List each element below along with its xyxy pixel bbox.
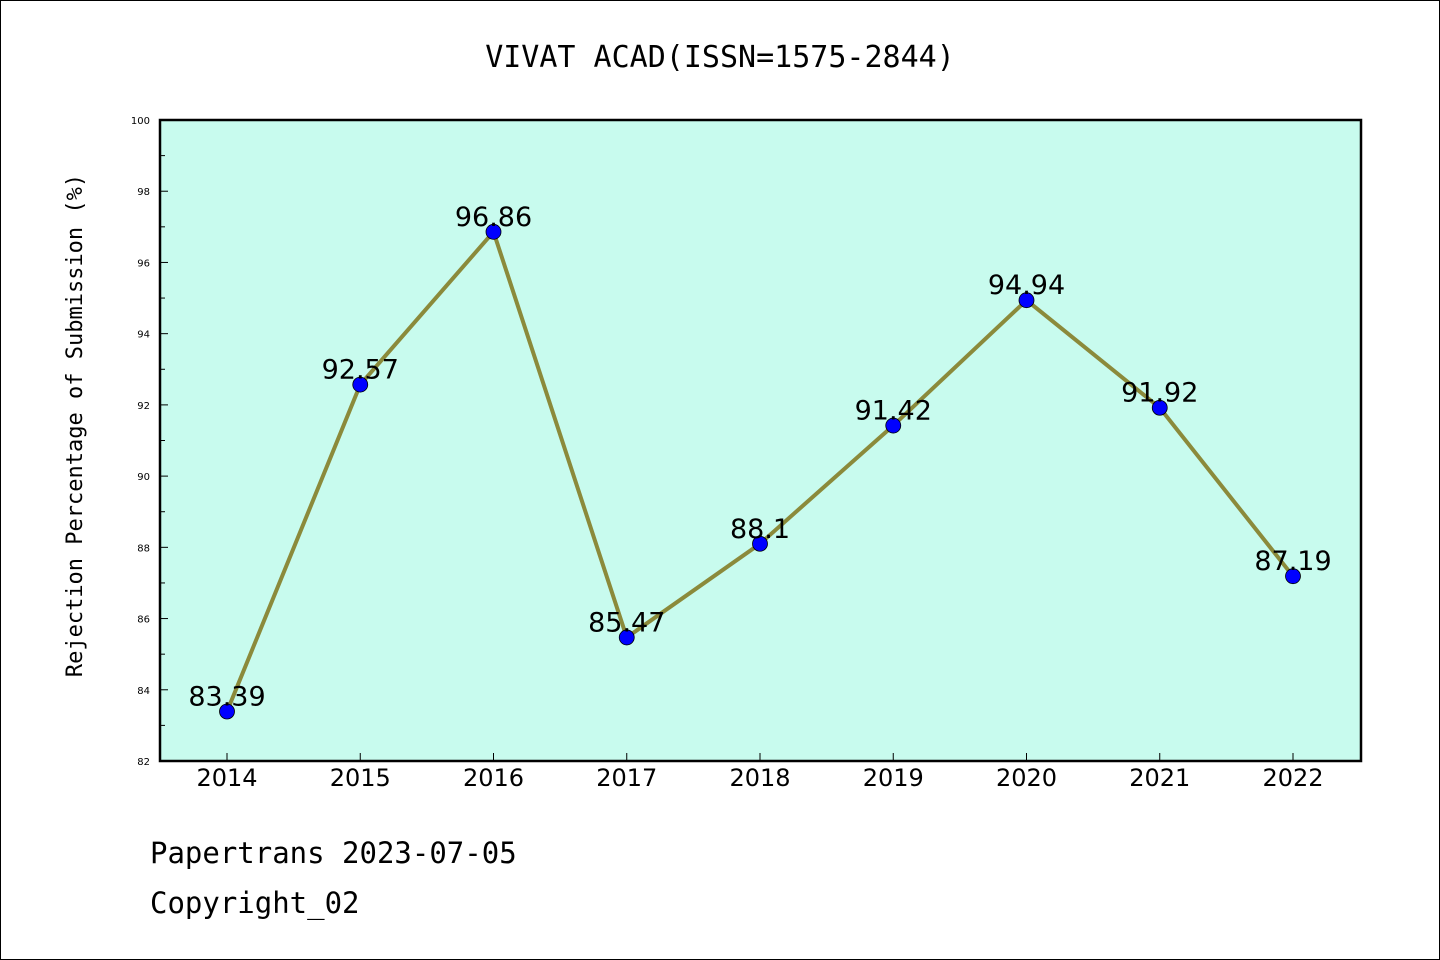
data-label: 91.92	[1121, 378, 1198, 409]
x-tick-label: 2021	[1129, 764, 1190, 792]
y-tick-label: 94	[137, 330, 150, 341]
x-tick-label: 2017	[596, 764, 657, 792]
y-axis: 82 84 86 88 90 92 94 96 98 100	[131, 116, 168, 768]
x-tick-label: 2014	[196, 764, 257, 792]
data-point	[885, 417, 902, 434]
data-label: 96.86	[455, 202, 532, 233]
data-label: 88.1	[730, 514, 790, 545]
data-point	[618, 629, 635, 646]
data-label: 91.42	[855, 396, 932, 427]
x-tick-label: 2020	[996, 764, 1057, 792]
x-tick-label: 2016	[463, 764, 524, 792]
data-label: 87.19	[1254, 546, 1331, 577]
data-point	[1285, 568, 1301, 585]
y-tick-label: 96	[137, 258, 150, 269]
data-point	[752, 535, 768, 552]
plot-area	[158, 118, 1363, 763]
y-tick-label: 88	[137, 543, 150, 554]
x-tick-label: 2022	[1262, 764, 1323, 792]
data-point	[219, 703, 235, 720]
data-point	[1018, 292, 1035, 309]
y-tick-label: 92	[137, 401, 150, 412]
y-tick-label: 90	[137, 472, 150, 483]
source-note: Papertrans 2023-07-05	[150, 836, 517, 870]
x-tick-label: 2015	[330, 764, 391, 792]
x-tick-label: 2018	[729, 764, 790, 792]
y-tick-label: 84	[137, 686, 150, 697]
data-label: 85.47	[588, 607, 665, 638]
x-tick-label: 2019	[863, 764, 924, 792]
data-label: 92.57	[322, 355, 399, 386]
series-layer: 83.39 92.57 96.86 85.47 88.1 91.42 94.94 91.92 8…	[188, 202, 1332, 720]
data-label: 83.39	[188, 682, 265, 713]
data-point	[485, 223, 502, 240]
chart-title: VIVAT ACAD(ISSN=1575-2844)	[485, 40, 955, 75]
x-axis: 2014 2015 2016 2017 2018 2019 2020 2021 2022	[196, 753, 1324, 792]
data-point	[1151, 399, 1168, 416]
y-tick-label: 100	[131, 116, 150, 127]
data-label: 94.94	[988, 270, 1065, 301]
data-point	[352, 376, 369, 393]
y-axis-label: Rejection Percentage of Submission (%)	[63, 174, 88, 677]
y-tick-label: 86	[137, 615, 150, 626]
y-tick-label: 98	[137, 187, 150, 198]
y-tick-label: 82	[137, 757, 150, 768]
copyright-note: Copyright_02	[150, 886, 360, 920]
